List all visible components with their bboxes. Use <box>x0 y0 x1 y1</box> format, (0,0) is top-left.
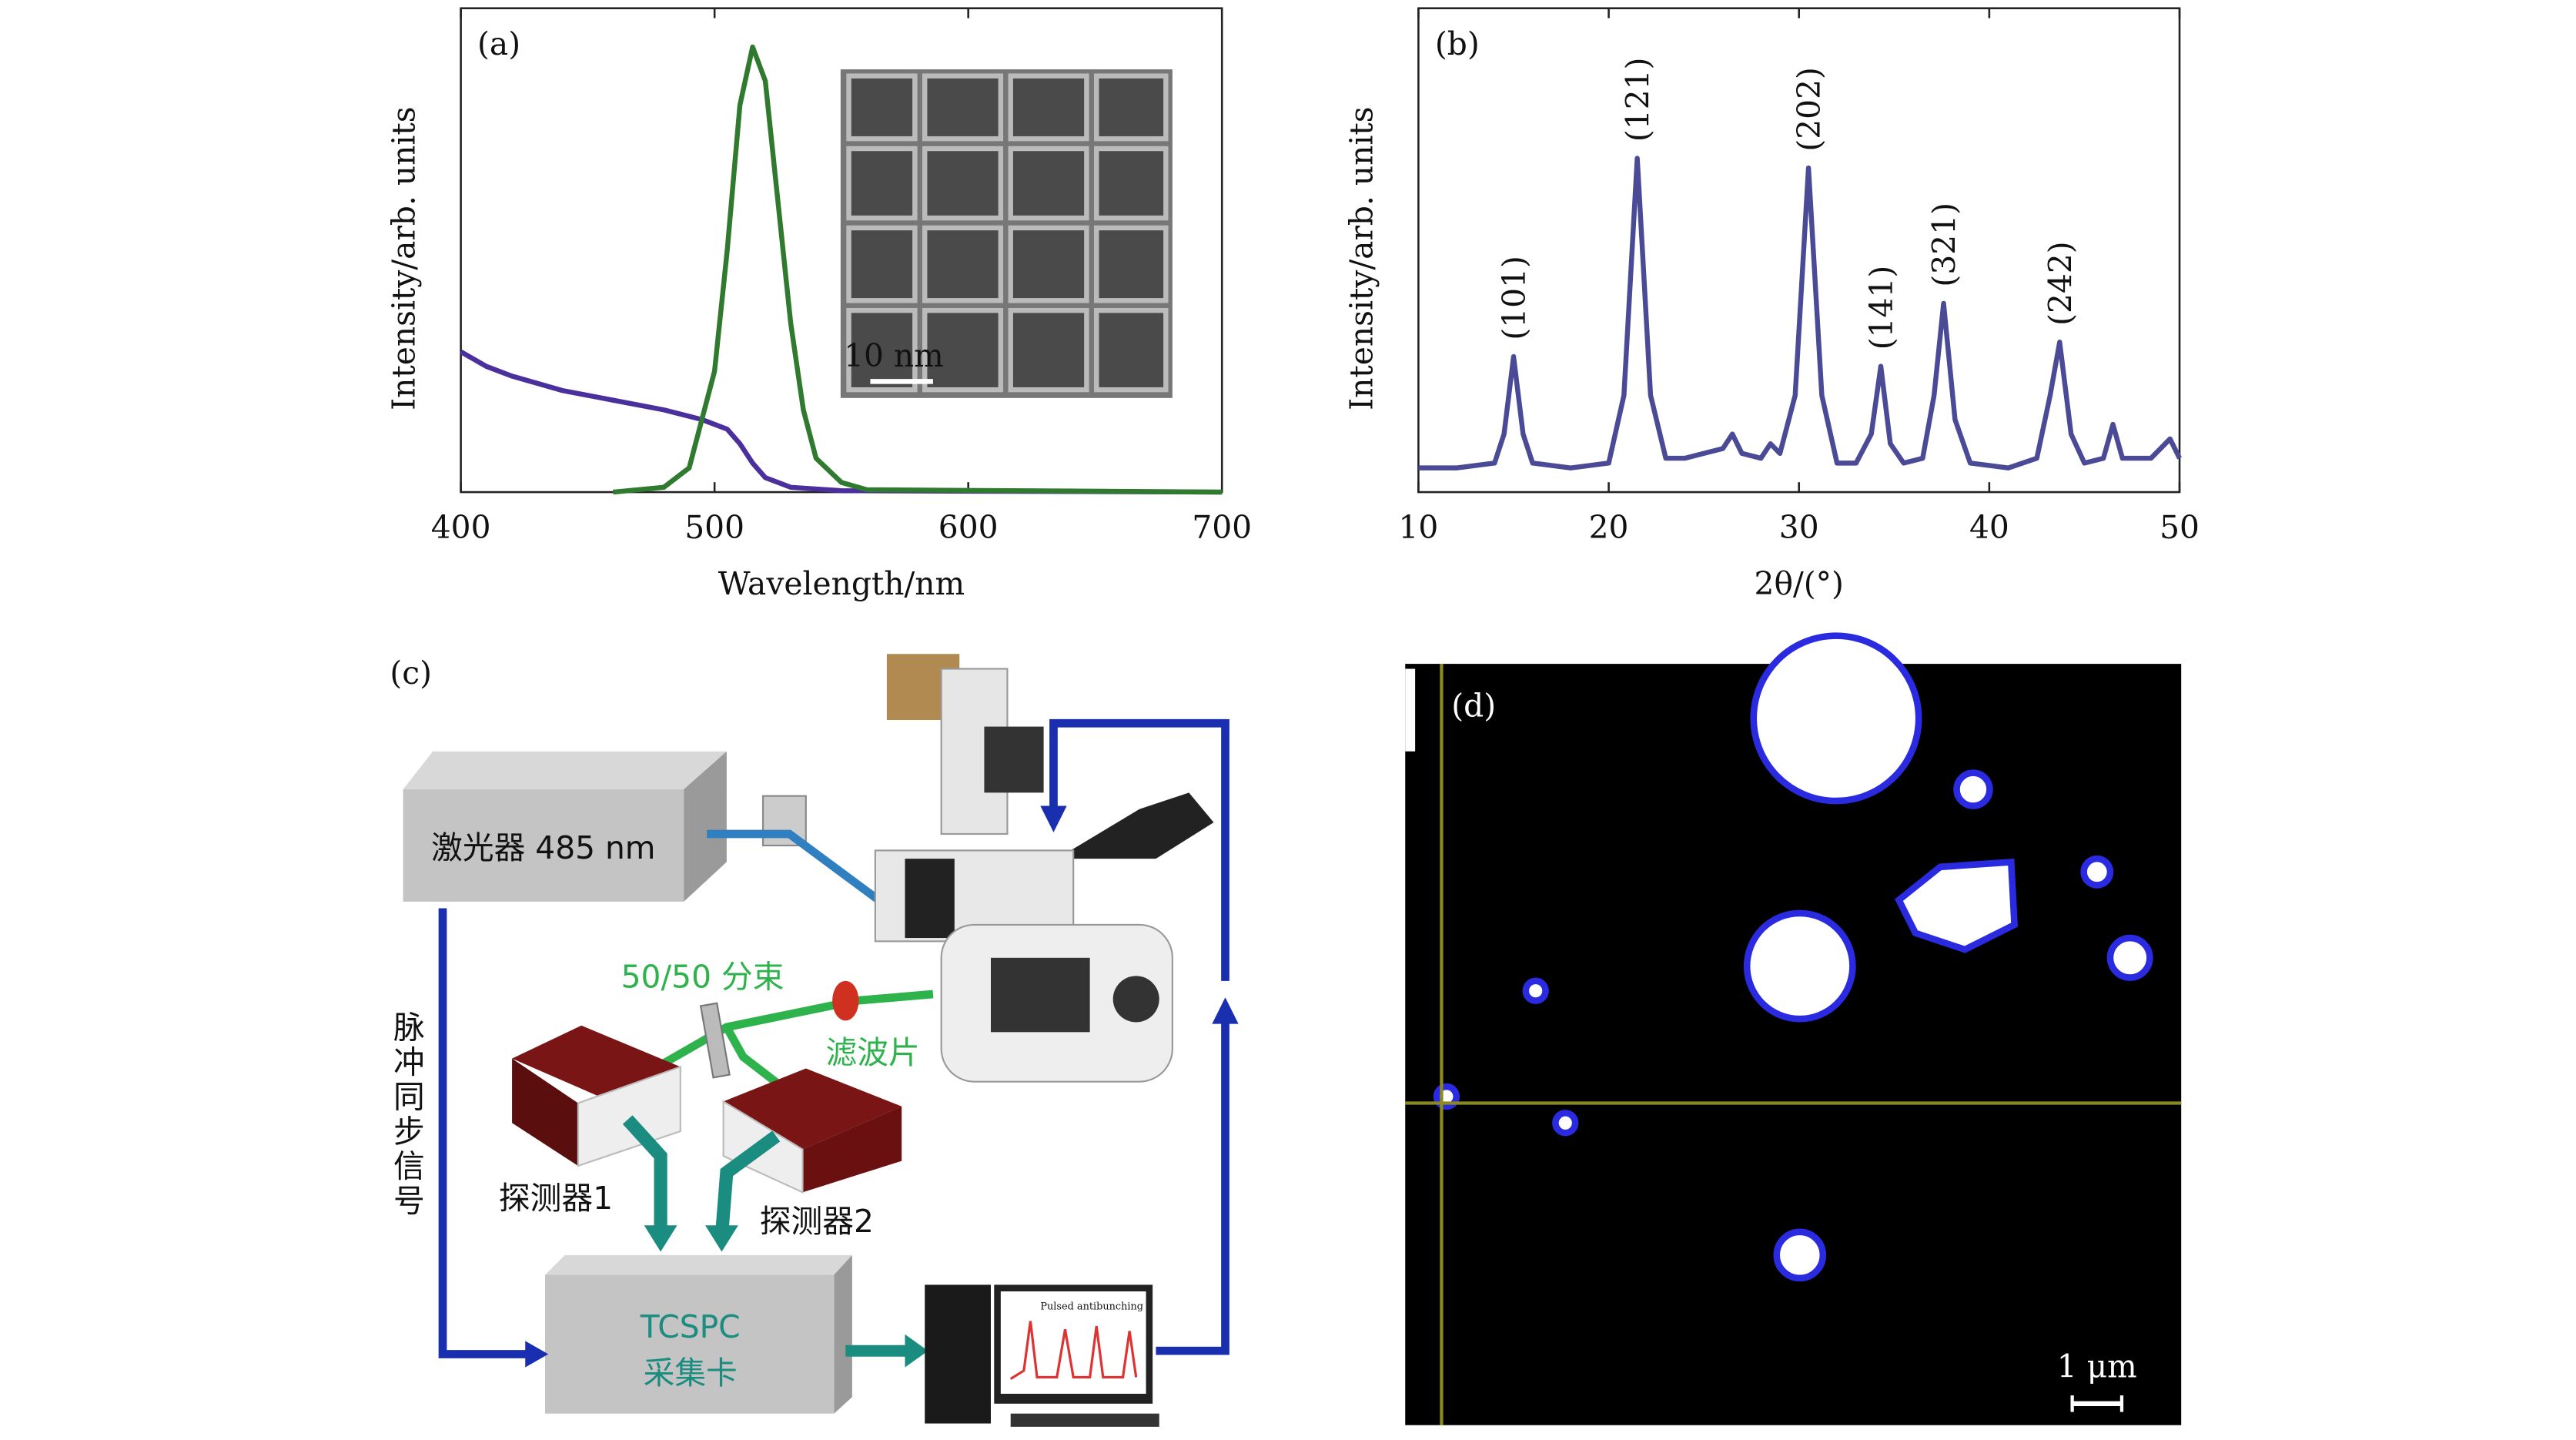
data-line <box>460 350 1223 495</box>
peak-label: (321) <box>1926 203 1963 287</box>
card-label-1: TCSPC <box>640 1308 741 1345</box>
sync-label: 脉冲同步信号 <box>388 1010 425 1218</box>
panel-label: (b) <box>1435 25 1480 62</box>
peak-label: (202) <box>1791 67 1828 152</box>
y-axis-label: Intensity/arb. units <box>1343 106 1380 410</box>
peak-label: (121) <box>1620 58 1657 142</box>
panel-label: (a) <box>477 25 520 62</box>
detector-1-label: 探测器1 <box>499 1180 613 1217</box>
x-tick-label: 50 <box>2159 509 2200 546</box>
card-label-2: 采集卡 <box>644 1355 738 1391</box>
splitter-label: 50/50 分束 <box>621 958 785 995</box>
monitor-title: Pulsed antibunching <box>1040 1301 1143 1313</box>
detector-2-label: 探测器2 <box>760 1203 874 1240</box>
peak-label: (242) <box>2042 241 2079 326</box>
x-tick-label: 40 <box>1969 509 2009 546</box>
inset-scale: 10 nm <box>844 337 944 374</box>
filter-label: 滤波片 <box>826 1034 920 1071</box>
confocal-image: (d) 1 μm <box>1405 632 2182 1425</box>
peak-label: (101) <box>1496 256 1533 340</box>
tem-inset: 10 nm <box>840 69 1173 398</box>
x-tick-label: 10 <box>1398 509 1438 546</box>
x-tick-label: 600 <box>938 509 999 546</box>
data-line <box>1418 156 2182 471</box>
scale-bar-label: 1 μm <box>2057 1348 2137 1385</box>
x-tick-label: 20 <box>1589 509 1629 546</box>
y-axis-label: Intensity/arb. units <box>386 106 423 410</box>
x-tick-label: 400 <box>431 509 491 546</box>
x-axis-label: 2θ/(°) <box>1755 565 1844 602</box>
data-line <box>613 44 1223 495</box>
x-tick-label: 500 <box>684 509 744 546</box>
x-axis-label: Wavelength/nm <box>718 565 965 602</box>
panel-label: (c) <box>390 655 432 692</box>
x-tick-label: 700 <box>1192 509 1252 546</box>
laser-label: 激光器 485 nm <box>431 829 655 866</box>
peak-label: (141) <box>1863 266 1900 350</box>
panel-label: (d) <box>1451 688 1496 725</box>
setup-diagram: (c) 激光器 485 nm 50/50 分束 滤波片 <box>388 654 1239 1427</box>
x-tick-label: 30 <box>1779 509 1819 546</box>
